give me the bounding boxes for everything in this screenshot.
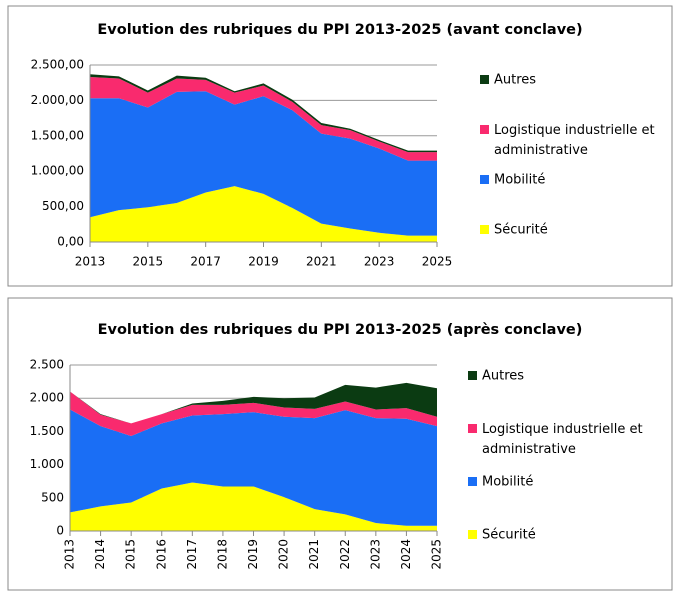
x-tick-label: 2019	[248, 255, 279, 269]
x-tick-label: 2023	[364, 255, 395, 269]
x-tick-label: 2023	[368, 539, 382, 570]
y-tick-label: 1.000	[30, 457, 64, 471]
area	[90, 91, 437, 236]
x-tick-label: 2024	[399, 539, 413, 570]
area	[70, 409, 437, 526]
y-tick-label: 500,00	[42, 199, 84, 213]
area	[70, 482, 437, 531]
x-tick-label: 2020	[277, 539, 291, 570]
legend-swatch	[480, 225, 489, 234]
legend-label: Sécurité	[482, 528, 536, 543]
y-tick-label: 0,00	[57, 235, 84, 249]
legend-swatch	[468, 530, 477, 539]
legend-line: administrative	[482, 442, 576, 457]
y-tick-label: 2.500	[30, 358, 64, 372]
y-tick-label: 2.000,00	[31, 93, 84, 107]
legend-label: Logistique industrielle et administrative	[494, 123, 655, 158]
legend-label: Mobilité	[482, 475, 533, 490]
legend-swatch	[468, 371, 477, 380]
x-tick-label: 2015	[133, 255, 164, 269]
y-tick-label: 1.500,00	[31, 128, 84, 142]
legend-line: Logistique industrielle et	[494, 123, 655, 138]
legend-swatch	[480, 175, 489, 184]
y-tick-label: 1.000,00	[31, 164, 84, 178]
x-tick-label: 2021	[307, 539, 321, 570]
legend-swatch	[480, 125, 489, 134]
x-tick-label: 2025	[430, 539, 444, 570]
y-tick-label: 1.500	[30, 424, 64, 438]
y-tick-label: 500	[41, 490, 64, 504]
y-tick-label: 2.500,00	[31, 58, 84, 72]
x-tick-label: 2019	[246, 539, 260, 570]
legend-line: Logistique industrielle et	[482, 422, 643, 437]
x-tick-label: 2015	[124, 539, 138, 570]
legend-label: Autres	[494, 73, 536, 88]
legend-swatch	[468, 477, 477, 486]
chart-title: Evolution des rubriques du PPI 2013-2025…	[98, 322, 583, 338]
area	[90, 77, 437, 161]
area	[70, 382, 437, 424]
legend-label: Mobilité	[494, 173, 545, 188]
x-tick-label: 2021	[306, 255, 337, 269]
x-tick-label: 2014	[93, 539, 107, 570]
area	[90, 186, 437, 242]
legend-line: administrative	[494, 143, 588, 158]
x-tick-label: 2013	[63, 539, 77, 570]
x-tick-label: 2018	[215, 539, 229, 570]
legend-label: Sécurité	[494, 223, 548, 238]
y-tick-label: 0	[56, 524, 64, 538]
x-tick-label: 2013	[75, 255, 106, 269]
legend-swatch	[468, 424, 477, 433]
area	[70, 391, 437, 437]
x-tick-label: 2017	[190, 255, 221, 269]
chart-title: Evolution des rubriques du PPI 2013-2025…	[97, 22, 582, 38]
x-tick-label: 2017	[185, 539, 199, 570]
legend-label: Logistique industrielle et administrative	[482, 422, 643, 457]
x-tick-label: 2016	[154, 539, 168, 570]
x-tick-label: 2022	[338, 539, 352, 570]
y-tick-label: 2.000	[30, 391, 64, 405]
legend-swatch	[480, 75, 489, 84]
legend-label: Autres	[482, 369, 524, 384]
x-tick-label: 2025	[422, 255, 453, 269]
